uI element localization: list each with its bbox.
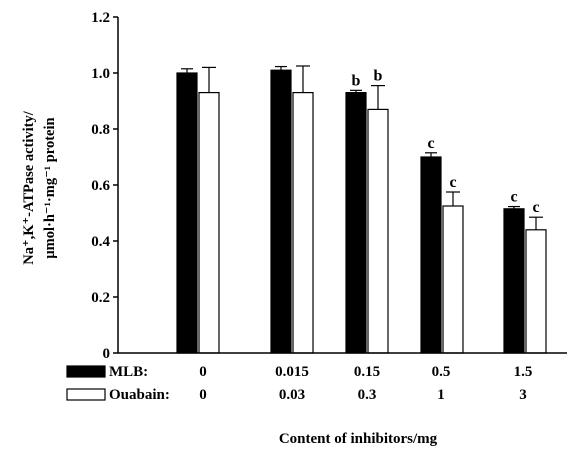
ouabain-legend-swatch	[66, 388, 106, 401]
dose-label: 0	[199, 387, 207, 403]
y-tick-label: 0	[103, 346, 111, 362]
significance-label: c	[532, 199, 539, 216]
ouabain-bar	[367, 108, 389, 354]
mlb-legend-swatch	[66, 365, 106, 378]
dose-label: 0.015	[275, 364, 309, 380]
mlb-bar	[503, 208, 525, 354]
ouabain-bar	[442, 205, 464, 354]
y-tick-label: 1.2	[91, 10, 110, 26]
x-axis-title: Content of inhibitors/mg	[279, 431, 438, 447]
dose-table: MLB: 0 0.015 0.15 0.5 1.5 Ouabain: 0 0.03 0.3 1 3	[66, 364, 533, 403]
dose-label: 3	[519, 387, 527, 403]
significance-label: c	[510, 189, 517, 206]
ouabain-row-label: Ouabain:	[109, 387, 170, 403]
mlb-bar	[176, 72, 198, 354]
mlb-row-label: MLB:	[109, 364, 148, 380]
dose-label: 0.15	[354, 364, 380, 380]
dose-label: 0.3	[358, 387, 377, 403]
ouabain-bar	[198, 91, 220, 354]
y-tick-label: 0.2	[91, 290, 110, 306]
dose-label: 0	[199, 364, 207, 380]
y-axis-label-line1: Na⁺,K⁺-ATPase activity/	[21, 110, 37, 265]
y-tick-label: 0.4	[91, 234, 110, 250]
ouabain-bar	[292, 91, 314, 354]
ouabain-bar	[525, 229, 547, 354]
y-axis: 0 0.2 0.4 0.6 0.8 1.0 1.2	[91, 10, 119, 362]
significance-label: c	[427, 135, 434, 152]
mlb-bar	[270, 69, 292, 354]
mlb-bar	[420, 156, 442, 354]
y-tick-label: 0.6	[91, 178, 110, 194]
dose-label: 0.03	[279, 387, 305, 403]
mlb-bar	[345, 91, 367, 354]
significance-label: b	[374, 68, 383, 85]
y-tick-label: 0.8	[91, 122, 110, 138]
dose-label: 1.5	[514, 364, 533, 380]
y-tick-label: 1.0	[91, 66, 110, 82]
significance-label: b	[352, 72, 361, 89]
y-axis-label-line2: μmol·h⁻¹·mg⁻¹ protein	[42, 117, 58, 258]
significance-label: c	[449, 174, 456, 191]
dose-label: 1	[437, 387, 445, 403]
dose-label: 0.5	[432, 364, 451, 380]
